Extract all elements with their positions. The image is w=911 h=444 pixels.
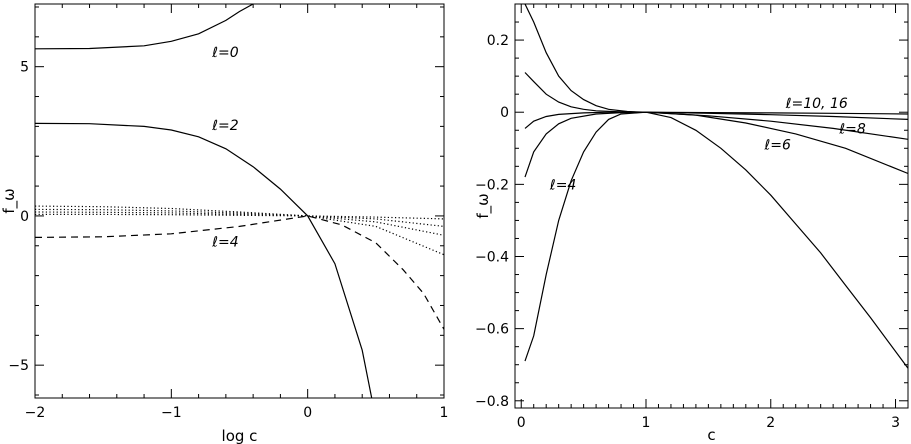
x-axis-label: log c xyxy=(222,427,258,444)
x-tick-label: 0 xyxy=(303,405,312,421)
x-tick-label: 1 xyxy=(440,405,449,421)
curve-annotation-1: ℓ=0 xyxy=(211,45,239,61)
x-tick-label: −2 xyxy=(25,405,46,421)
x-tick-label: −1 xyxy=(161,405,182,421)
series-line-3 xyxy=(35,215,444,330)
series-line-1 xyxy=(524,111,908,369)
series-line-4 xyxy=(524,4,908,120)
y-tick-label: 0 xyxy=(500,105,509,121)
curve-annotation-2: ℓ=2 xyxy=(211,118,239,134)
x-tick-label: 3 xyxy=(891,415,900,431)
series-line-7 xyxy=(35,213,444,220)
y-tick-label: −5 xyxy=(8,358,29,374)
series-line-1 xyxy=(35,4,254,50)
chart-panel-2: 0 1 2 3 −0.8 −0.6 −0.4 −0.2 0 0.2 c f_ω ℓ=10, 16 ℓ=8 ℓ… xyxy=(474,3,909,444)
curve-annotation-3: ℓ=4 xyxy=(211,234,238,250)
curve-annotation-4: ℓ=4 xyxy=(549,177,576,193)
curve-annotation-3: ℓ=6 xyxy=(764,138,792,154)
y-tick-label: 5 xyxy=(20,60,29,76)
y-tick-label: −0.2 xyxy=(475,177,509,193)
x-tick-label: 2 xyxy=(766,415,775,431)
series-line-5 xyxy=(524,72,908,115)
plot-frame xyxy=(34,3,445,399)
y-tick-label: −0.8 xyxy=(475,394,509,410)
series-line-2 xyxy=(35,122,373,398)
y-axis-label: f_ω xyxy=(474,193,493,218)
x-tick-label: 0 xyxy=(517,415,526,431)
y-tick-label: −0.6 xyxy=(475,322,509,338)
y-tick-label: 0.2 xyxy=(487,33,509,49)
y-tick-label: −0.4 xyxy=(475,250,509,266)
x-axis-label: c xyxy=(707,426,715,444)
curve-annotation-1: ℓ=10, 16 xyxy=(785,96,848,112)
x-tick-label: 1 xyxy=(642,415,651,431)
series-line-5 xyxy=(35,208,444,236)
series-line-4 xyxy=(35,205,444,256)
chart-panel-1: −2 −1 0 1 −5 0 5 log c f_ω ℓ=0 ℓ=2 ℓ=4 xyxy=(0,3,449,444)
y-tick-label: 0 xyxy=(20,209,29,225)
y-axis-label: f_ω xyxy=(0,188,19,213)
plot-frame xyxy=(514,3,909,409)
curve-annotation-2: ℓ=8 xyxy=(838,121,866,137)
series-line-3 xyxy=(524,111,908,140)
